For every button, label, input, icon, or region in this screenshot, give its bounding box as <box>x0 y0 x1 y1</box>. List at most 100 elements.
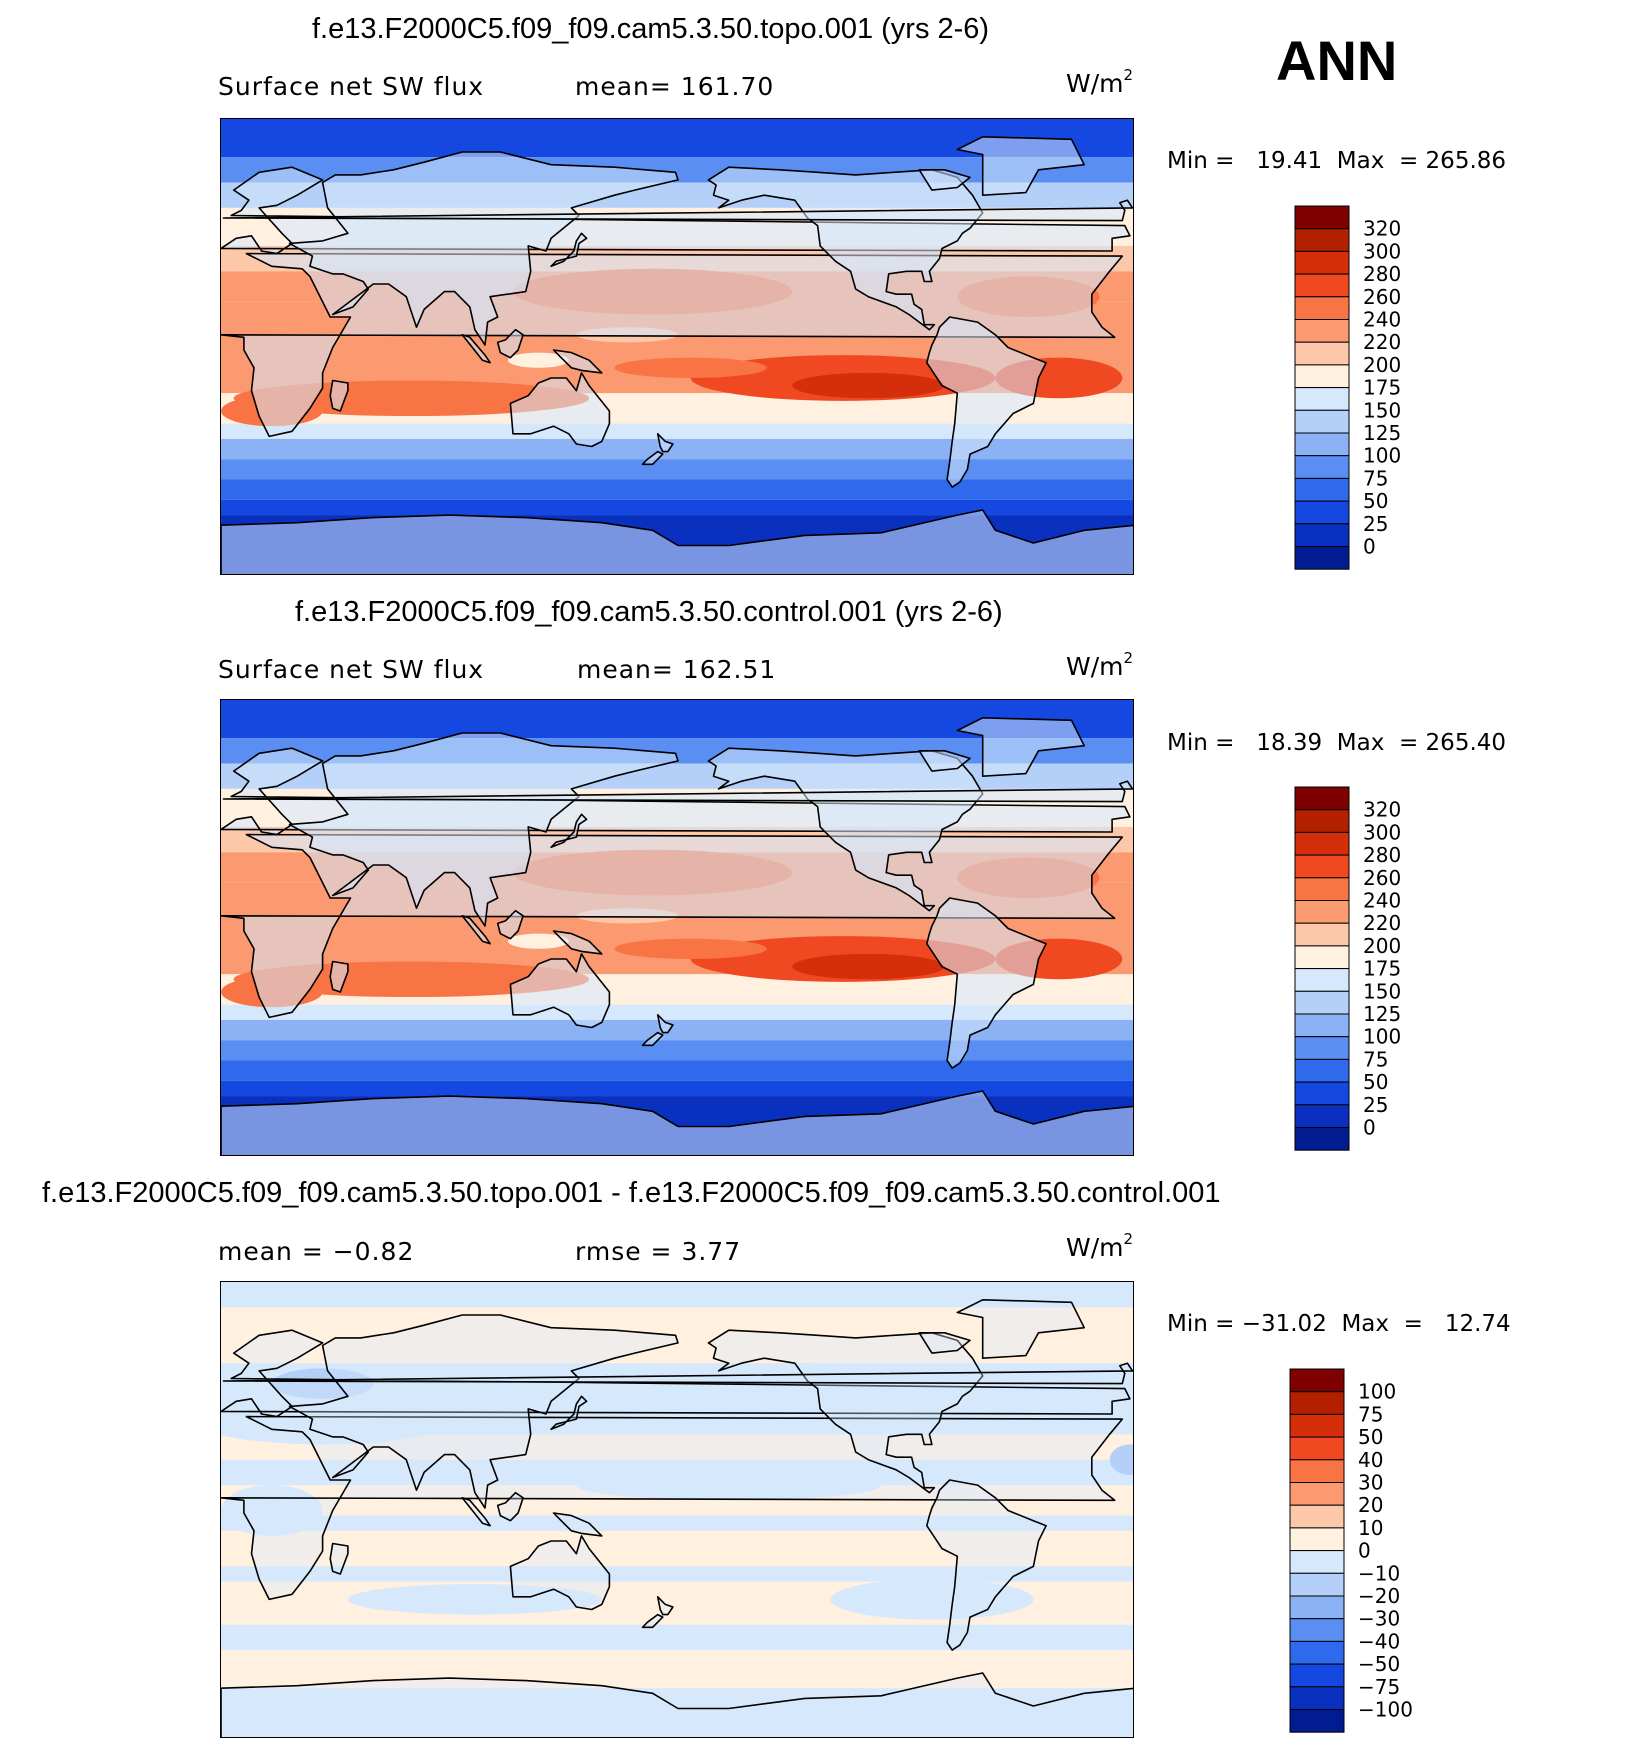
coastline <box>641 1613 664 1629</box>
colorbar-tick-label: 100 <box>1363 444 1401 468</box>
coastline <box>918 1332 971 1354</box>
coastline <box>221 1415 1124 1601</box>
rmse-label: rmse = 3.77 <box>575 1237 742 1266</box>
coastline <box>552 349 603 374</box>
colorbar-tick-label: 175 <box>1363 957 1401 981</box>
colorbar-swatch <box>1294 455 1350 479</box>
colorbar-swatch <box>1294 409 1350 434</box>
colorbar-swatch <box>1294 809 1350 833</box>
min-max-label: Min = 18.39 Max = 265.40 <box>1167 730 1507 756</box>
colorbar-swatch <box>1289 1504 1345 1529</box>
colorbar-swatch <box>1294 341 1350 366</box>
coastline <box>509 372 611 448</box>
colorbar-swatch <box>1294 1013 1350 1038</box>
colorbar-tick-label: 200 <box>1363 934 1401 958</box>
colorbar-tick-label: 300 <box>1363 239 1401 263</box>
min-max-label: Min = −31.02 Max = 12.74 <box>1167 1311 1511 1337</box>
coastline <box>222 199 1133 222</box>
coastline <box>461 1497 491 1527</box>
colorbar-swatch <box>1294 387 1350 411</box>
coastline <box>496 328 524 359</box>
coastline <box>926 316 1047 488</box>
map-control <box>220 699 1134 1156</box>
coastline <box>656 433 674 453</box>
units-label: W/m2 <box>1066 66 1134 98</box>
colorbar-swatch <box>1294 296 1350 321</box>
colorbar-swatch <box>1294 900 1350 924</box>
panel-title: f.e13.F2000C5.f09_f09.cam5.3.50.control.… <box>295 596 1003 628</box>
colorbar-swatch <box>1294 319 1350 343</box>
colorbar-swatch <box>1289 1550 1345 1574</box>
map-topo <box>220 118 1134 575</box>
coastline <box>956 1299 1085 1359</box>
colorbar-control: 320 300 280 260 240 220 200 175 150 125 100 75 50 25 0 <box>1294 786 1455 1154</box>
colorbar-tick-label: 220 <box>1363 911 1401 935</box>
coastline <box>288 151 679 346</box>
colorbar-topo: 320 300 280 260 240 220 200 175 150 125 100 75 50 25 0 <box>1294 205 1455 573</box>
coastline <box>329 1542 349 1575</box>
min-max-label: Min = 19.41 Max = 265.86 <box>1167 148 1507 174</box>
colorbar-tick-label: −40 <box>1358 1629 1400 1653</box>
colorbar-tick-label: 240 <box>1363 308 1401 332</box>
colorbar-tick-label: 320 <box>1363 798 1401 822</box>
colorbar-swatch <box>1289 1368 1345 1393</box>
colorbar-tick-label: 25 <box>1363 512 1388 536</box>
colorbar-swatch <box>1289 1709 1345 1733</box>
colorbar-tick-label: 50 <box>1358 1425 1383 1449</box>
coastline <box>550 232 588 268</box>
colorbar-swatch <box>1289 1413 1345 1438</box>
coastline <box>641 450 664 466</box>
colorbar-swatch <box>1294 250 1350 275</box>
coastline <box>288 1314 679 1509</box>
colorbar-swatch <box>1294 205 1350 230</box>
units-label: W/m2 <box>1066 649 1134 681</box>
colorbar-tick-label: 0 <box>1363 1116 1376 1140</box>
coastline <box>656 1014 674 1034</box>
colorbar-swatch <box>1294 1058 1350 1083</box>
coastline <box>461 334 491 364</box>
colorbar-tick-label: 20 <box>1358 1493 1383 1517</box>
colorbar-swatch <box>1294 1036 1350 1060</box>
coastline <box>550 1395 588 1431</box>
colorbar-tick-label: −10 <box>1358 1561 1400 1585</box>
coastline <box>221 509 1133 574</box>
colorbar-swatch <box>1294 228 1350 252</box>
colorbar-swatch <box>1294 990 1350 1015</box>
coastline <box>496 1491 524 1522</box>
variable-label: Surface net SW flux <box>218 72 485 101</box>
coastline <box>461 915 491 945</box>
colorbar-tick-label: 240 <box>1363 889 1401 913</box>
colorbar-swatch <box>1289 1686 1345 1710</box>
coastline <box>918 169 971 191</box>
mean-label: mean = −0.82 <box>218 1237 415 1266</box>
colorbar-tick-label: 10 <box>1358 1516 1383 1540</box>
coastline <box>509 953 611 1029</box>
colorbar-swatch <box>1294 922 1350 947</box>
colorbar-swatch <box>1289 1391 1345 1415</box>
units-label: W/m2 <box>1066 1230 1134 1262</box>
colorbar-tick-label: 0 <box>1358 1539 1371 1563</box>
colorbar-swatch <box>1294 432 1350 457</box>
coastline <box>641 1031 664 1047</box>
coastline <box>288 732 679 927</box>
colorbar-tick-label: 200 <box>1363 353 1401 377</box>
colorbar-tick-label: 125 <box>1363 421 1401 445</box>
coastline <box>222 780 1133 803</box>
coastline <box>221 1672 1133 1737</box>
colorbar-swatch <box>1289 1482 1345 1506</box>
colorbar-swatch <box>1294 1081 1350 1106</box>
colorbar-tick-label: 150 <box>1363 979 1401 1003</box>
coastline <box>552 1512 603 1537</box>
colorbar-tick-label: 50 <box>1363 489 1388 513</box>
panel-title: f.e13.F2000C5.f09_f09.cam5.3.50.topo.001… <box>42 1177 1221 1209</box>
colorbar-swatch <box>1289 1663 1345 1688</box>
colorbar-swatch <box>1289 1436 1345 1461</box>
colorbar-tick-label: 280 <box>1363 843 1401 867</box>
coastline <box>552 930 603 955</box>
colorbar-tick-label: −30 <box>1358 1607 1400 1631</box>
colorbar-tick-label: 175 <box>1363 376 1401 400</box>
colorbar-tick-label: 220 <box>1363 330 1401 354</box>
colorbar-swatch <box>1294 968 1350 992</box>
panel-title: f.e13.F2000C5.f09_f09.cam5.3.50.topo.001… <box>312 13 990 45</box>
coastline <box>509 1535 611 1611</box>
